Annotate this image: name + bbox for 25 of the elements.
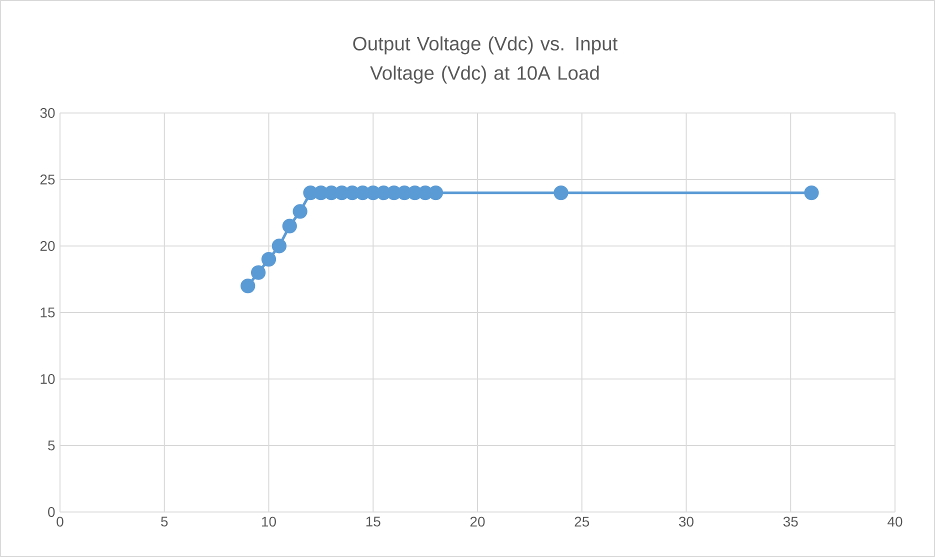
y-tick-label: 30 [40, 108, 55, 118]
y-tick-label: 0 [48, 507, 55, 517]
y-tick-label: 10 [40, 374, 55, 384]
x-tick-label: 40 [888, 516, 902, 527]
x-tick-label: 30 [678, 516, 694, 527]
y-tick-label: 5 [48, 440, 55, 450]
point [272, 238, 287, 254]
chart-title: Output Voltage (Vdc) vs. Input Voltage (Vdc) at 10A Load [353, 36, 618, 84]
x-tick-label: 15 [366, 516, 380, 526]
point [261, 252, 276, 267]
x-tick-label: 10 [262, 516, 276, 527]
y-tick-label: 25 [40, 174, 55, 184]
x-tick-label: 5 [161, 516, 168, 526]
x-tick-label: 0 [56, 516, 64, 527]
point [250, 265, 266, 280]
y-tick-label: 20 [40, 241, 55, 251]
x-tick-label: 25 [574, 516, 590, 527]
point [292, 204, 308, 219]
point [282, 218, 297, 234]
point [804, 185, 819, 200]
point [240, 278, 256, 294]
x-tick-label: 20 [470, 516, 485, 527]
point [554, 185, 568, 200]
x-tick-label: 35 [783, 516, 798, 527]
y-tick-label: 15 [40, 308, 55, 318]
